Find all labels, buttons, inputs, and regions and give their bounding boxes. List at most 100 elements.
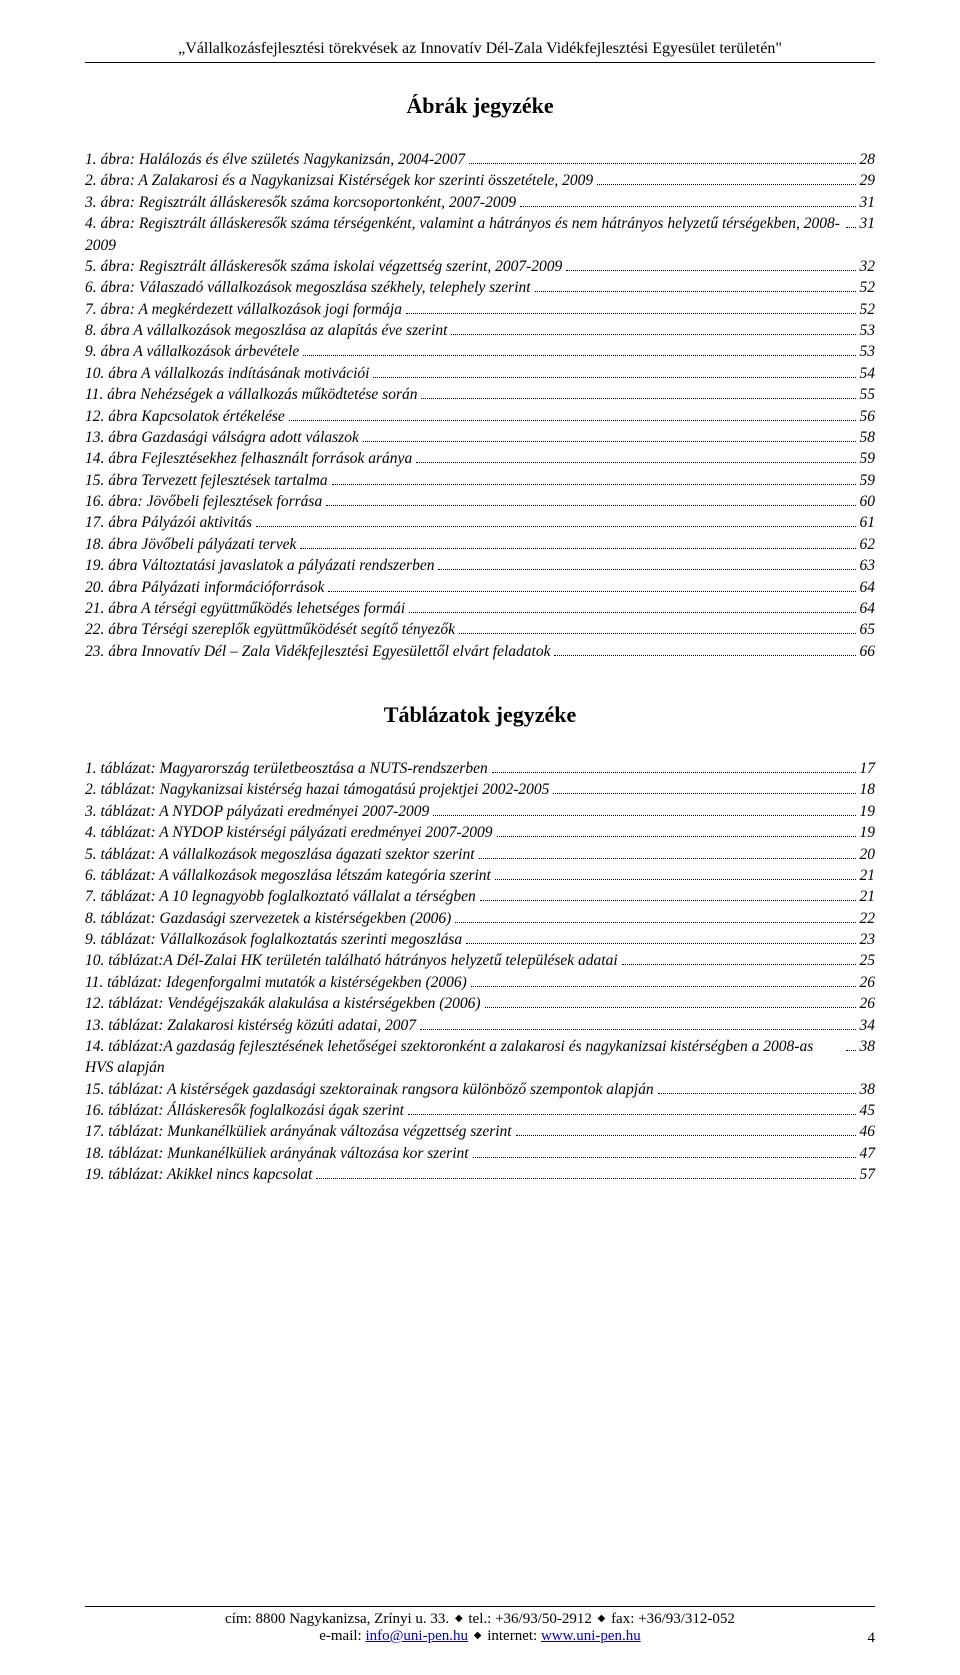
fax-value: +36/93/312-052	[638, 1611, 735, 1627]
tables-list: 1. táblázat: Magyarország területbeosztá…	[85, 758, 875, 1186]
figure-toc-entry: 22. ábra Térségi szereplők együttműködés…	[85, 619, 875, 640]
toc-page-number: 23	[860, 929, 876, 950]
toc-page-number: 18	[860, 779, 876, 800]
toc-label: 5. ábra: Regisztrált álláskeresők száma …	[85, 256, 562, 277]
toc-label: 13. ábra Gazdasági válságra adott válasz…	[85, 427, 359, 448]
toc-leader	[597, 170, 855, 185]
toc-label: 7. táblázat: A 10 legnagyobb foglalkozta…	[85, 886, 476, 907]
toc-leader	[363, 427, 856, 442]
toc-leader	[300, 534, 855, 549]
toc-leader	[658, 1079, 856, 1094]
toc-leader	[846, 213, 856, 228]
figure-toc-entry: 15. ábra Tervezett fejlesztések tartalma…	[85, 470, 875, 491]
toc-leader	[303, 341, 855, 356]
toc-label: 17. táblázat: Munkanélküliek arányának v…	[85, 1121, 512, 1142]
toc-label: 18. táblázat: Munkanélküliek arányának v…	[85, 1143, 469, 1164]
diamond-icon: ◆	[472, 1630, 484, 1641]
diamond-icon: ◆	[596, 1613, 608, 1624]
toc-leader	[416, 448, 855, 463]
email-link[interactable]: info@uni-pen.hu	[365, 1628, 468, 1644]
toc-leader	[332, 470, 856, 485]
table-toc-entry: 1. táblázat: Magyarország területbeosztá…	[85, 758, 875, 779]
toc-label: 5. táblázat: A vállalkozások megoszlása …	[85, 844, 475, 865]
toc-page-number: 20	[860, 844, 876, 865]
table-toc-entry: 8. táblázat: Gazdasági szervezetek a kis…	[85, 908, 875, 929]
footer-content: cím: 8800 Nagykanizsa, Zrínyi u. 33. ◆ t…	[85, 1611, 875, 1645]
table-toc-entry: 5. táblázat: A vállalkozások megoszlása …	[85, 844, 875, 865]
figure-toc-entry: 7. ábra: A megkérdezett vállalkozások jo…	[85, 299, 875, 320]
toc-leader	[409, 598, 855, 613]
table-toc-entry: 2. táblázat: Nagykanizsai kistérség haza…	[85, 779, 875, 800]
toc-leader	[438, 555, 855, 570]
header-rule	[85, 62, 875, 63]
toc-leader	[406, 299, 856, 314]
toc-label: 9. ábra A vállalkozások árbevétele	[85, 341, 299, 362]
toc-page-number: 64	[860, 577, 876, 598]
toc-leader	[622, 950, 856, 965]
toc-leader	[473, 1143, 856, 1158]
toc-page-number: 65	[860, 619, 876, 640]
figure-toc-entry: 23. ábra Innovatív Dél – Zala Vidékfejle…	[85, 641, 875, 662]
toc-leader	[492, 758, 856, 773]
table-toc-entry: 14. táblázat:A gazdaság fejlesztésének l…	[85, 1036, 875, 1079]
figure-toc-entry: 9. ábra A vállalkozások árbevétele 53	[85, 341, 875, 362]
toc-label: 12. ábra Kapcsolatok értékelése	[85, 406, 285, 427]
toc-leader	[846, 1036, 856, 1051]
toc-page-number: 60	[860, 491, 876, 512]
toc-label: 16. táblázat: Álláskeresők foglalkozási …	[85, 1100, 404, 1121]
table-toc-entry: 6. táblázat: A vállalkozások megoszlása …	[85, 865, 875, 886]
toc-leader	[316, 1164, 855, 1179]
toc-leader	[328, 577, 855, 592]
table-toc-entry: 12. táblázat: Vendégéjszakák alakulása a…	[85, 993, 875, 1014]
toc-page-number: 53	[860, 341, 876, 362]
table-toc-entry: 10. táblázat:A Dél-Zalai HK területén ta…	[85, 950, 875, 971]
footer: cím: 8800 Nagykanizsa, Zrínyi u. 33. ◆ t…	[85, 1606, 875, 1645]
toc-page-number: 64	[860, 598, 876, 619]
toc-label: 6. ábra: Válaszadó vállalkozások megoszl…	[85, 277, 531, 298]
toc-leader	[479, 844, 856, 859]
address-label: cím:	[225, 1611, 255, 1627]
toc-page-number: 59	[860, 448, 876, 469]
toc-leader	[516, 1121, 856, 1136]
toc-page-number: 54	[860, 363, 876, 384]
toc-leader	[326, 491, 855, 506]
page-number: 4	[868, 1630, 876, 1647]
toc-leader	[485, 993, 856, 1008]
figures-heading: Ábrák jegyzéke	[85, 93, 875, 119]
toc-label: 2. ábra: A Zalakarosi és a Nagykanizsai …	[85, 170, 593, 191]
toc-page-number: 26	[860, 993, 876, 1014]
toc-leader	[566, 256, 855, 271]
toc-label: 11. ábra Nehézségek a vállalkozás működt…	[85, 384, 417, 405]
figure-toc-entry: 8. ábra A vállalkozások megoszlása az al…	[85, 320, 875, 341]
toc-page-number: 63	[860, 555, 876, 576]
figure-toc-entry: 14. ábra Fejlesztésekhez felhasznált for…	[85, 448, 875, 469]
toc-page-number: 62	[860, 534, 876, 555]
toc-label: 8. táblázat: Gazdasági szervezetek a kis…	[85, 908, 451, 929]
toc-leader	[471, 972, 856, 987]
table-toc-entry: 19. táblázat: Akikkel nincs kapcsolat57	[85, 1164, 875, 1185]
tel-label: tel.:	[468, 1611, 495, 1627]
toc-leader	[459, 619, 855, 634]
toc-page-number: 66	[860, 641, 876, 662]
table-toc-entry: 18. táblázat: Munkanélküliek arányának v…	[85, 1143, 875, 1164]
toc-label: 16. ábra: Jövőbeli fejlesztések forrása	[85, 491, 322, 512]
figure-toc-entry: 17. ábra Pályázói aktivitás61	[85, 512, 875, 533]
toc-label: 20. ábra Pályázati információforrások	[85, 577, 324, 598]
toc-page-number: 52	[860, 277, 876, 298]
table-toc-entry: 4. táblázat: A NYDOP kistérségi pályázat…	[85, 822, 875, 843]
toc-leader	[553, 779, 855, 794]
figure-toc-entry: 20. ábra Pályázati információforrások 64	[85, 577, 875, 598]
toc-page-number: 55	[860, 384, 876, 405]
internet-link[interactable]: www.uni-pen.hu	[541, 1628, 641, 1644]
toc-leader	[451, 320, 855, 335]
figure-toc-entry: 18. ábra Jövőbeli pályázati tervek62	[85, 534, 875, 555]
toc-page-number: 21	[860, 865, 876, 886]
toc-label: 22. ábra Térségi szereplők együttműködés…	[85, 619, 455, 640]
toc-leader	[520, 192, 855, 207]
figure-toc-entry: 16. ábra: Jövőbeli fejlesztések forrása 6…	[85, 491, 875, 512]
figure-toc-entry: 4. ábra: Regisztrált álláskeresők száma …	[85, 213, 875, 256]
figure-toc-entry: 21. ábra A térségi együttműködés lehetsé…	[85, 598, 875, 619]
toc-leader	[421, 384, 855, 399]
toc-page-number: 58	[860, 427, 876, 448]
toc-leader	[469, 149, 855, 164]
